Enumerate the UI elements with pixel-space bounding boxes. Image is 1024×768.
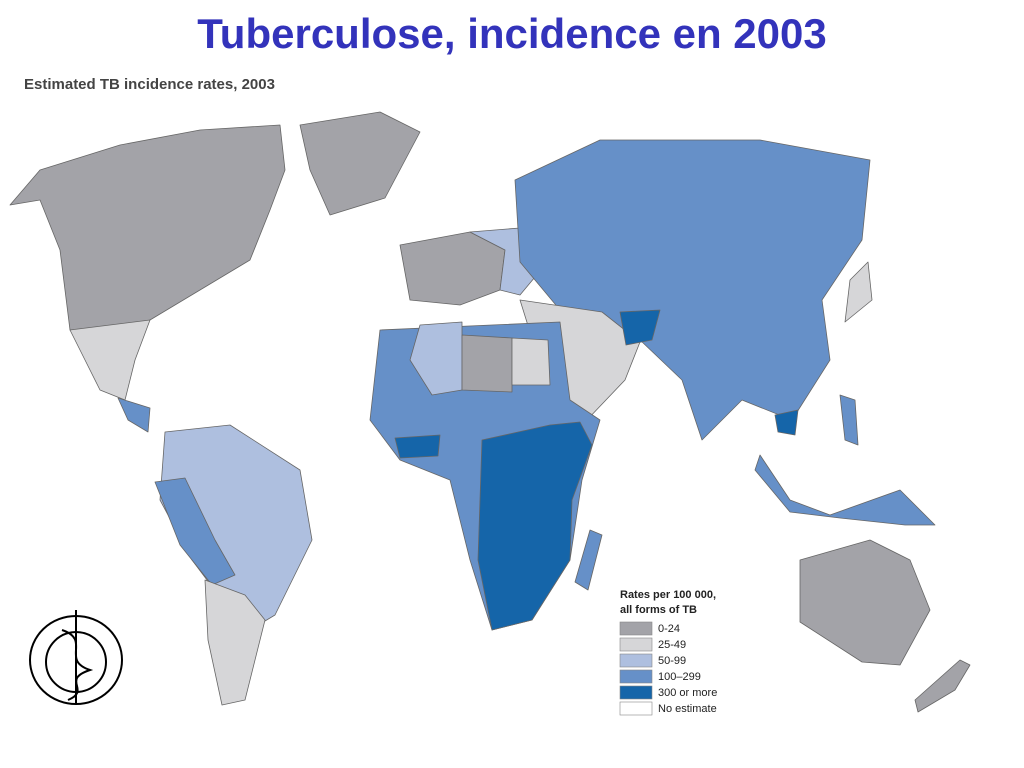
cambodia (774, 409, 799, 436)
legend-title: all forms of TB (620, 604, 697, 616)
madagascar (574, 529, 603, 591)
legend-label: 25-49 (658, 639, 686, 651)
afghanistan (619, 309, 661, 346)
western-europe (399, 231, 506, 306)
legend-label: 0-24 (658, 623, 680, 635)
australia (799, 539, 931, 666)
philippines (839, 394, 859, 446)
southern-cone (204, 579, 266, 706)
legend-swatch (619, 637, 653, 652)
egypt (511, 337, 551, 386)
west-africa (394, 434, 441, 459)
libya (461, 334, 513, 393)
legend-title: Rates per 100 000, (620, 589, 716, 601)
north-america (9, 124, 286, 351)
andes (154, 477, 236, 586)
subtitle: Estimated TB incidence rates, 2003 (24, 76, 275, 93)
legend-label: 100–299 (658, 671, 701, 683)
sub-saharan-africa (477, 421, 593, 631)
legend-swatch (619, 701, 653, 716)
legend: Rates per 100 000, all forms of TB 0-24 25-… (619, 589, 717, 716)
title: Tuberculose, incidence en 2003 (197, 10, 827, 57)
legend-label: 300 or more (658, 687, 717, 699)
legend-swatch (619, 669, 653, 684)
central-america (117, 397, 151, 433)
greenland (299, 111, 421, 216)
legend-swatch (619, 685, 653, 700)
legend-label: 50-99 (658, 655, 686, 667)
legend-swatch (619, 621, 653, 636)
legend-label: No estimate (658, 703, 717, 715)
indonesia (754, 454, 936, 526)
japan (844, 261, 873, 323)
new-zealand (914, 659, 971, 713)
legend-swatch (619, 653, 653, 668)
algeria (409, 321, 463, 396)
who-logo (29, 610, 123, 705)
world-map (9, 111, 971, 713)
mexico (69, 319, 151, 401)
